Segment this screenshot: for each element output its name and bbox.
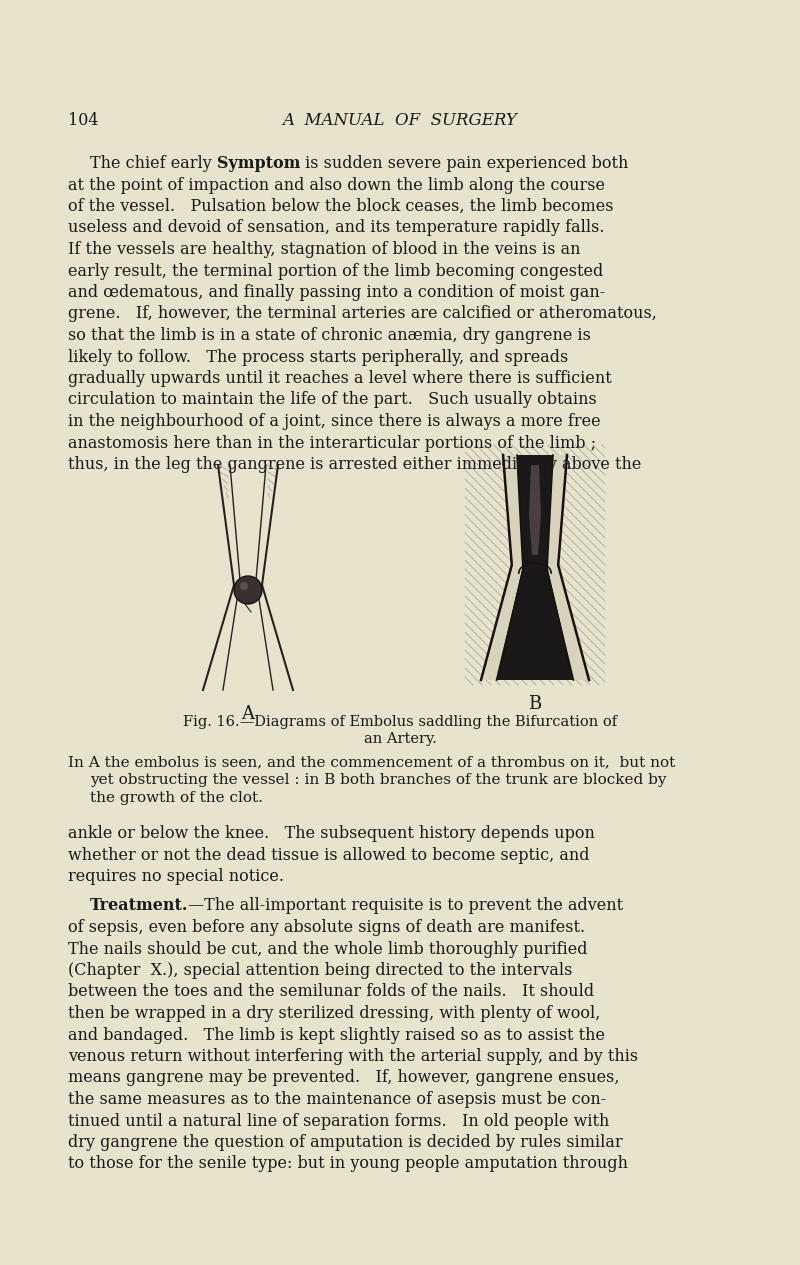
Text: ankle or below the knee.   The subsequent history depends upon: ankle or below the knee. The subsequent …: [68, 825, 595, 842]
Text: useless and devoid of sensation, and its temperature rapidly falls.: useless and devoid of sensation, and its…: [68, 220, 605, 237]
Text: tinued until a natural line of separation forms.   In old people with: tinued until a natural line of separatio…: [68, 1112, 610, 1130]
Text: whether or not the dead tissue is allowed to become septic, and: whether or not the dead tissue is allowe…: [68, 846, 590, 864]
Text: the same measures as to the maintenance of asepsis must be con-: the same measures as to the maintenance …: [68, 1090, 606, 1108]
Text: dry gangrene the question of amputation is decided by rules similar: dry gangrene the question of amputation …: [68, 1133, 622, 1151]
Text: A: A: [242, 705, 254, 724]
Polygon shape: [481, 455, 523, 681]
Polygon shape: [547, 455, 589, 681]
Text: between the toes and the semilunar folds of the nails.   It should: between the toes and the semilunar folds…: [68, 983, 594, 1001]
Text: likely to follow.   The process starts peripherally, and spreads: likely to follow. The process starts per…: [68, 348, 568, 366]
Text: The nails should be cut, and the whole limb thoroughly purified: The nails should be cut, and the whole l…: [68, 940, 587, 958]
Circle shape: [234, 576, 262, 603]
Text: (Chapter  X.), special attention being directed to the intervals: (Chapter X.), special attention being di…: [68, 961, 572, 979]
Text: B: B: [528, 694, 542, 713]
Text: at the point of impaction and also down the limb along the course: at the point of impaction and also down …: [68, 177, 605, 194]
Text: of the vessel.   Pulsation below the block ceases, the limb becomes: of the vessel. Pulsation below the block…: [68, 199, 614, 215]
Text: yet obstructing the vessel : in B both branches of the trunk are blocked by: yet obstructing the vessel : in B both b…: [90, 773, 666, 787]
Text: requires no special notice.: requires no special notice.: [68, 868, 284, 886]
Polygon shape: [529, 466, 541, 555]
Text: to those for the senile type: but in young people amputation through: to those for the senile type: but in you…: [68, 1155, 628, 1173]
Text: of sepsis, even before any absolute signs of death are manifest.: of sepsis, even before any absolute sign…: [68, 918, 585, 936]
Text: thus, in the leg the gangrene is arrested either immediately above the: thus, in the leg the gangrene is arreste…: [68, 455, 642, 473]
Text: circulation to maintain the life of the part.   Such usually obtains: circulation to maintain the life of the …: [68, 391, 597, 409]
Text: venous return without interfering with the arterial supply, and by this: venous return without interfering with t…: [68, 1047, 638, 1065]
Text: means gangrene may be prevented.   If, however, gangrene ensues,: means gangrene may be prevented. If, how…: [68, 1069, 619, 1087]
Text: an Artery.: an Artery.: [363, 732, 437, 746]
Text: 104: 104: [68, 113, 98, 129]
Text: the growth of the clot.: the growth of the clot.: [90, 791, 263, 805]
Text: and œdematous, and finally passing into a condition of moist gan-: and œdematous, and finally passing into …: [68, 285, 606, 301]
Text: then be wrapped in a dry sterilized dressing, with plenty of wool,: then be wrapped in a dry sterilized dres…: [68, 1004, 600, 1022]
Text: so that the limb is in a state of chronic anæmia, dry gangrene is: so that the limb is in a state of chroni…: [68, 326, 591, 344]
Text: Symptom: Symptom: [217, 156, 300, 172]
Text: A  MANUAL  OF  SURGERY: A MANUAL OF SURGERY: [282, 113, 518, 129]
Text: in the neighbourhood of a joint, since there is always a more free: in the neighbourhood of a joint, since t…: [68, 412, 601, 430]
Text: is sudden severe pain experienced both: is sudden severe pain experienced both: [300, 156, 629, 172]
Polygon shape: [497, 455, 574, 681]
Text: Fig. 16.—Diagrams of Embolus saddling the Bifurcation of: Fig. 16.—Diagrams of Embolus saddling th…: [183, 715, 617, 729]
Text: grene.   If, however, the terminal arteries are calcified or atheromatous,: grene. If, however, the terminal arterie…: [68, 306, 657, 323]
Text: If the vessels are healthy, stagnation of blood in the veins is an: If the vessels are healthy, stagnation o…: [68, 242, 581, 258]
Text: Treatment.: Treatment.: [90, 897, 188, 915]
Text: The chief early: The chief early: [90, 156, 217, 172]
Circle shape: [240, 582, 248, 589]
Text: early result, the terminal portion of the limb becoming congested: early result, the terminal portion of th…: [68, 263, 603, 280]
Text: and bandaged.   The limb is kept slightly raised so as to assist the: and bandaged. The limb is kept slightly …: [68, 1026, 605, 1044]
Text: anastomosis here than in the interarticular portions of the limb ;: anastomosis here than in the interarticu…: [68, 434, 596, 452]
Text: In A the embolus is seen, and the commencement of a thrombus on it,  but not: In A the embolus is seen, and the commen…: [68, 755, 675, 769]
Text: —The all-important requisite is to prevent the advent: —The all-important requisite is to preve…: [188, 897, 623, 915]
Text: gradually upwards until it reaches a level where there is sufficient: gradually upwards until it reaches a lev…: [68, 369, 612, 387]
